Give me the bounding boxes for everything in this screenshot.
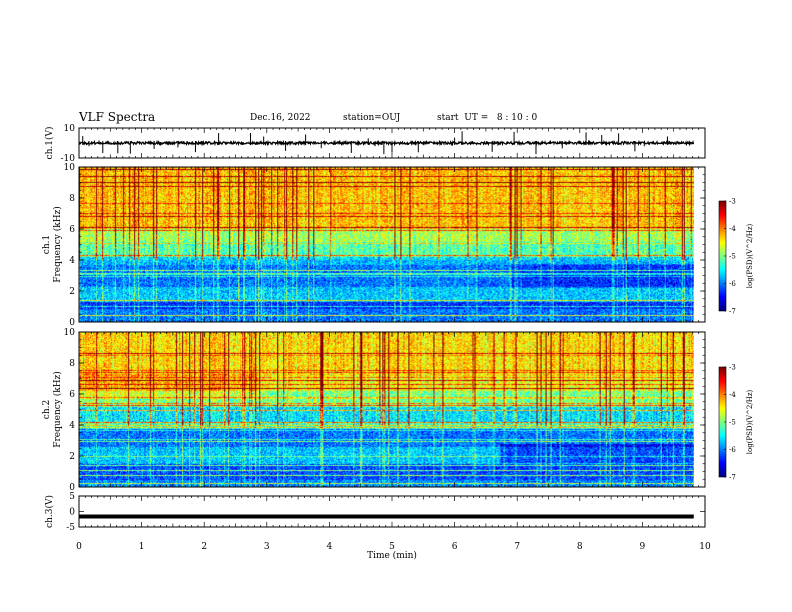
ch2-spectrogram-colorbar-label: log(PSD)(V^2/Hz) <box>746 389 754 454</box>
x-tick-label-4: 4 <box>327 542 333 552</box>
x-tick-label-5: 5 <box>389 542 395 552</box>
ch2-spectrogram-y-tick-label: 2 <box>69 452 75 462</box>
header-start-time: start UT = 8 : 10 : 0 <box>437 113 538 123</box>
ch2-spectrogram-colorbar-tick-label: -3 <box>729 364 736 372</box>
x-tick-label-2: 2 <box>201 542 207 552</box>
ch3-waveform-y-tick-label: -5 <box>66 523 75 533</box>
ch2-spectrogram-y-tick-label: 10 <box>64 328 76 338</box>
ch1-spectrogram-colorbar-tick-label: -7 <box>729 308 736 316</box>
ch2-spectrogram-y-tick-label: 6 <box>69 390 75 400</box>
ch1-spectrogram-colorbar-tick-label: -3 <box>729 198 736 206</box>
x-axis-label: Time (min) <box>367 550 417 561</box>
ch1-spectrogram-colorbar-label: log(PSD)(V^2/Hz) <box>746 223 754 288</box>
ch3-waveform-y-tick-label: 0 <box>69 508 75 518</box>
ch1-spectrogram-y-tick-label: 2 <box>69 287 75 297</box>
ch1-waveform-y-tick-label: -10 <box>61 154 76 164</box>
ch1-spectrogram-y-tick-label: 8 <box>69 194 75 204</box>
chart-title: VLF Spectra <box>79 110 156 124</box>
ch1-waveform-y-tick-label: 10 <box>64 124 76 134</box>
ch2-spectrogram-colorbar-tick-label: -6 <box>729 446 736 454</box>
x-tick-label-10: 10 <box>699 542 711 552</box>
ch1-spectrogram-image <box>79 167 694 322</box>
ch1-waveform-ylabel: ch.1(V) <box>44 127 55 160</box>
ch2-spectrogram-ylabel-frequency: Frequency (kHz) <box>52 371 63 448</box>
ch1-spectrogram-ylabel-frequency: Frequency (kHz) <box>52 206 63 283</box>
ch2-spectrogram-colorbar-tick-label: -7 <box>729 474 736 482</box>
ch1-spectrogram-colorbar <box>719 201 726 311</box>
ch1-spectrogram-colorbar-tick-label: -5 <box>729 253 736 261</box>
ch2-spectrogram-y-tick-label: 4 <box>69 421 75 431</box>
x-tick-label-7: 7 <box>514 542 520 552</box>
ch2-spectrogram-colorbar <box>719 367 726 477</box>
x-tick-label-0: 0 <box>76 542 82 552</box>
ch1-spectrogram-y-tick-label: 4 <box>69 256 75 266</box>
x-tick-label-3: 3 <box>264 542 270 552</box>
ch2-spectrogram-y-tick-label: 0 <box>69 483 75 493</box>
ch2-spectrogram-colorbar-tick-label: -4 <box>729 391 736 399</box>
x-tick-label-1: 1 <box>139 542 145 552</box>
x-tick-label-8: 8 <box>577 542 583 552</box>
ch1-spectrogram-colorbar-tick-label: -4 <box>729 225 736 233</box>
ch1-spectrogram-y-tick-label: 0 <box>69 318 75 328</box>
ch2-spectrogram-colorbar-tick-label: -5 <box>729 419 736 427</box>
ch1-spectrogram-colorbar-tick-label: -6 <box>729 280 736 288</box>
ch3-waveform-ylabel: ch.3(V) <box>44 495 55 528</box>
ch1-spectrogram-ylabel-channel: ch.1 <box>42 235 52 254</box>
header-date: Dec.16, 2022 <box>250 113 311 123</box>
x-tick-label-9: 9 <box>640 542 646 552</box>
x-tick-label-6: 6 <box>452 542 458 552</box>
ch3-waveform-y-tick-label: 5 <box>69 492 75 502</box>
header-station: station=OUJ <box>343 113 401 123</box>
ch1-spectrogram-y-tick-label: 6 <box>69 225 75 235</box>
ch1-spectrogram-y-tick-label: 10 <box>64 163 76 173</box>
ch2-spectrogram-image <box>79 332 694 487</box>
ch1-waveform-trace <box>78 139 695 147</box>
ch2-spectrogram-ylabel-channel: ch.2 <box>42 400 52 419</box>
ch2-spectrogram-y-tick-label: 8 <box>69 359 75 369</box>
